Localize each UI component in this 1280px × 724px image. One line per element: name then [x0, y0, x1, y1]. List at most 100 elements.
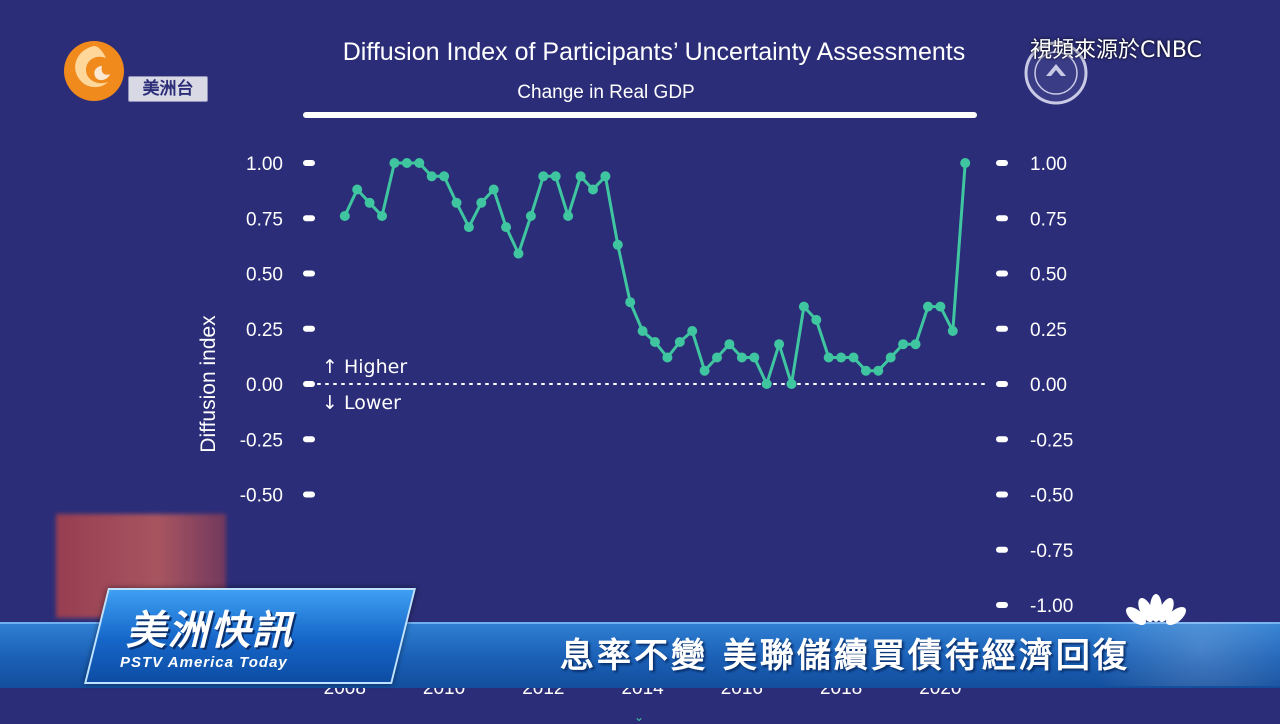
- y-tick-mark-right: [996, 546, 1008, 553]
- data-point: [811, 314, 822, 325]
- data-point: [414, 158, 425, 168]
- phoenix-logo-icon: [64, 41, 124, 101]
- data-point: [910, 339, 921, 350]
- y-tick-mark-left: [303, 325, 315, 332]
- y-tick-label-right: 0.00: [1030, 375, 1067, 396]
- data-point: [575, 171, 586, 182]
- data-point: [488, 184, 499, 195]
- y-tick-mark-right: [996, 381, 1008, 387]
- channel-badge: 美洲台: [128, 76, 208, 102]
- data-point: [401, 158, 412, 168]
- y-tick-label-left: -0.50: [240, 486, 283, 507]
- y-tick-mark-left: [303, 491, 315, 498]
- data-point: [426, 171, 437, 182]
- chart-title: Diffusion Index of Participants’ Uncerta…: [343, 38, 966, 66]
- data-point: [637, 326, 648, 336]
- brand-title: 美洲快訊: [126, 608, 294, 654]
- data-point: [935, 301, 946, 312]
- chart-subtitle: Change in Real GDP: [517, 82, 694, 103]
- data-point: [377, 211, 387, 221]
- data-point: [463, 222, 474, 233]
- y-tick-label-left: -0.25: [240, 430, 283, 451]
- y-tick-mark-left: [303, 270, 315, 277]
- y-tick-mark-right: [996, 270, 1008, 277]
- data-point: [687, 326, 698, 336]
- data-point: [923, 301, 933, 312]
- data-point: [563, 211, 574, 221]
- y-tick-label-left: 0.00: [246, 375, 283, 396]
- data-point: [625, 297, 636, 308]
- y-tick-label-left: 0.75: [246, 209, 283, 230]
- y-tick-mark-right: [996, 602, 1008, 608]
- data-point: [798, 301, 809, 312]
- y-tick-mark-right: [996, 436, 1008, 443]
- data-point: [352, 184, 363, 195]
- nbc-peacock-icon: [1126, 594, 1186, 625]
- data-point: [786, 379, 797, 389]
- y-tick-label-right: -0.75: [1030, 541, 1073, 562]
- y-tick-label-right: -0.50: [1030, 486, 1073, 507]
- data-point: [674, 337, 685, 347]
- y-tick-mark-left: [303, 436, 315, 443]
- data-point: [451, 197, 462, 208]
- data-point: [749, 352, 760, 363]
- y-tick-label-right: -1.00: [1030, 596, 1073, 617]
- data-point: [513, 248, 524, 259]
- y-tick-mark-left: [303, 381, 315, 387]
- data-point: [712, 352, 722, 363]
- data-point: [699, 365, 710, 376]
- data-point: [550, 171, 561, 182]
- y-tick-label-right: 1.00: [1030, 154, 1067, 175]
- chevron-down-icon: ⌄: [634, 710, 645, 724]
- y-tick-label-right: 0.50: [1030, 265, 1067, 286]
- data-point: [339, 211, 350, 221]
- series-line: [343, 161, 967, 386]
- y-tick-label-left: 1.00: [246, 154, 283, 175]
- data-point: [960, 158, 971, 168]
- y-tick-label-right: -0.25: [1030, 430, 1073, 451]
- data-point: [662, 352, 673, 363]
- news-headline: 息率不變 美聯儲續買債待經濟回復: [560, 636, 1130, 676]
- y-tick-mark-right: [996, 325, 1008, 332]
- data-point: [736, 352, 747, 363]
- data-point: [476, 197, 487, 208]
- data-point: [848, 352, 859, 363]
- data-point: [761, 379, 772, 389]
- data-point: [873, 365, 884, 376]
- data-point: [389, 158, 400, 168]
- data-point: [774, 339, 785, 350]
- y-tick-label-right: 0.25: [1030, 320, 1067, 341]
- annotation-higher: ↑ Higher: [322, 356, 407, 378]
- y-tick-mark-left: [303, 160, 315, 166]
- data-point: [588, 184, 598, 195]
- data-point: [538, 171, 549, 182]
- y-tick-mark-right: [996, 160, 1008, 166]
- title-underline: [303, 112, 977, 118]
- y-tick-mark-right: [996, 215, 1008, 222]
- data-point: [860, 365, 871, 376]
- data-point: [364, 197, 375, 208]
- banner-decoration: [1020, 622, 1280, 686]
- y-tick-label-right: 0.75: [1030, 209, 1067, 230]
- data-point: [525, 211, 536, 221]
- data-point: [885, 352, 896, 363]
- y-axis-label: Diffusion index: [197, 315, 220, 453]
- video-source-label: 視頻來源於CNBC: [1030, 38, 1202, 63]
- y-tick-label-left: 0.50: [246, 265, 283, 286]
- annotation-lower: ↓ Lower: [322, 392, 401, 414]
- data-point: [501, 222, 512, 233]
- data-point: [898, 339, 909, 350]
- y-tick-mark-left: [303, 215, 315, 222]
- data-point: [600, 171, 611, 182]
- data-point: [612, 239, 623, 250]
- brand-subtitle: PSTV America Today: [120, 654, 288, 671]
- fed-seal-icon: [1024, 41, 1088, 105]
- y-tick-mark-right: [996, 491, 1008, 498]
- data-point: [650, 337, 660, 347]
- data-point: [439, 171, 450, 182]
- data-point: [836, 352, 847, 363]
- data-point: [823, 352, 834, 363]
- data-point: [724, 339, 735, 350]
- data-point: [947, 326, 958, 336]
